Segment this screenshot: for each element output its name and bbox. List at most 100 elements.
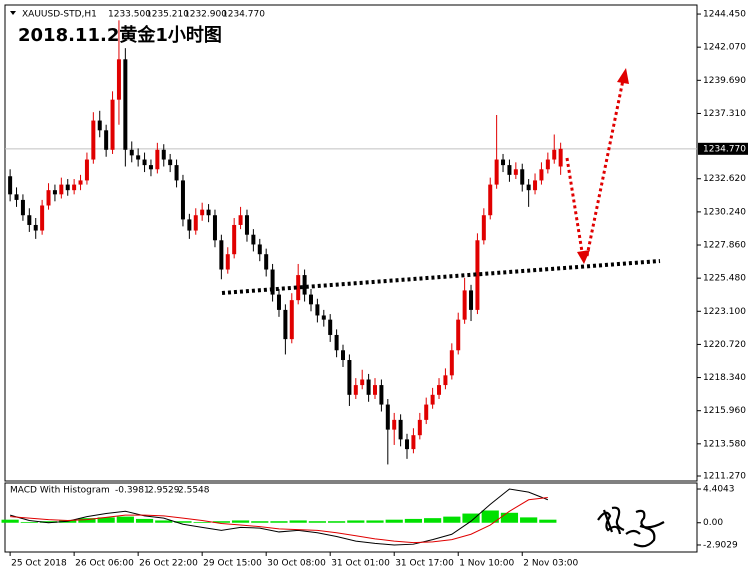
- candle-body: [129, 149, 134, 156]
- candle-body: [340, 350, 345, 361]
- macd-title: MACD With Histogram: [10, 486, 110, 496]
- projection-down: [565, 157, 585, 259]
- chart-title: 2018.11.2黄金1小时图: [18, 24, 222, 46]
- y-tick-label: 1215.960: [703, 406, 746, 416]
- y-tick-label: 1220.720: [703, 340, 746, 350]
- candle-body: [14, 194, 19, 200]
- histogram-bar: [462, 513, 480, 523]
- candle-body: [430, 394, 435, 405]
- histogram-bar: [174, 521, 192, 523]
- histogram-bar: [155, 520, 173, 523]
- candle-body: [155, 149, 160, 170]
- x-tick-label: 31 Oct 17:00: [395, 559, 454, 569]
- macd-value: 2.5548: [178, 486, 210, 496]
- ohlc-low: 1232.900: [184, 10, 227, 20]
- candle-body: [97, 120, 102, 131]
- histogram-bar: [39, 521, 58, 523]
- candle-body: [456, 319, 461, 351]
- macd-line: [9, 488, 549, 546]
- current-price-box: [698, 142, 748, 155]
- candle-body: [52, 190, 57, 195]
- histogram-bar: [97, 517, 115, 523]
- candle-body: [161, 149, 166, 160]
- candle-body: [315, 304, 320, 316]
- histogram-bar: [308, 521, 326, 523]
- candle-body: [308, 294, 313, 305]
- macd-value: 2.9529: [148, 486, 180, 496]
- symbol: XAUUSD-STD,H1: [22, 10, 97, 20]
- candle-body: [321, 315, 326, 320]
- candle-body: [533, 180, 538, 191]
- candle-body: [449, 350, 454, 376]
- histogram-bar: [116, 516, 134, 523]
- macd-frame: [4, 482, 698, 553]
- candle-body: [443, 375, 448, 386]
- x-tick-label: 2 Nov 03:00: [523, 559, 578, 569]
- histogram-bar: [212, 521, 230, 523]
- x-tick-label: 26 Oct 22:00: [139, 559, 198, 569]
- candle-body: [193, 215, 198, 231]
- candle-body: [244, 215, 249, 235]
- candle-body: [366, 379, 371, 395]
- candle-body: [232, 224, 237, 255]
- y-tick-label: 1232.620: [703, 174, 746, 184]
- candle-body: [84, 159, 89, 181]
- candle-body: [379, 385, 384, 405]
- candle-body: [283, 309, 288, 340]
- histogram-bar: [270, 521, 288, 523]
- candle-body: [302, 275, 307, 295]
- histogram-bar: [443, 516, 461, 523]
- candle-body: [20, 199, 25, 216]
- candle-body: [65, 184, 70, 191]
- candle-body: [552, 149, 557, 160]
- histogram-bar: [424, 518, 442, 523]
- x-tick-label: 26 Oct 06:00: [75, 559, 134, 569]
- candle-body: [405, 439, 410, 450]
- histogram-bar: [385, 519, 403, 523]
- candle-body: [276, 294, 281, 310]
- candle-body: [507, 165, 512, 175]
- x-tick-label: 25 Oct 2018: [11, 559, 67, 569]
- signature: [597, 506, 665, 548]
- candle-body: [526, 184, 531, 191]
- histogram-bar: [500, 512, 519, 523]
- y-tick-label: 1223.100: [703, 307, 746, 317]
- symbol-marker: [10, 11, 16, 15]
- candle-body: [488, 184, 493, 216]
- x-tick-label: 30 Oct 08:00: [267, 559, 326, 569]
- candle-body: [328, 319, 333, 335]
- ohlc-high: 1235.210: [146, 10, 189, 20]
- candle-body: [27, 215, 32, 225]
- candle-body: [46, 190, 51, 206]
- candle-body: [264, 254, 269, 270]
- y-tick-label: -2.9029: [703, 540, 738, 550]
- histogram-bar: [251, 521, 269, 523]
- candle-body: [520, 169, 525, 185]
- y-tick-label: 0.00: [703, 518, 723, 528]
- candle-body: [539, 169, 544, 181]
- candle-body: [334, 334, 339, 351]
- y-tick-label: 1239.690: [703, 76, 746, 86]
- histogram-bar: [193, 521, 211, 523]
- candle-body: [110, 99, 115, 150]
- candle-body: [296, 275, 301, 301]
- candle-body: [148, 165, 153, 170]
- candle-body: [219, 240, 224, 270]
- candle-body: [123, 59, 128, 150]
- candle-body: [136, 155, 141, 160]
- candle-body: [180, 180, 185, 220]
- candle-body: [347, 360, 352, 395]
- y-tick-label: 1211.270: [703, 471, 746, 481]
- candle-body: [411, 435, 416, 450]
- histogram-bar: [327, 521, 346, 523]
- candle-body: [78, 180, 83, 185]
- x-tick-label: 31 Oct 01:00: [331, 559, 390, 569]
- histogram-bar: [78, 518, 96, 523]
- candle-body: [475, 240, 480, 310]
- candle-body: [545, 159, 550, 170]
- histogram-bar: [404, 518, 423, 523]
- histogram-bar: [135, 518, 154, 523]
- y-tick-label: 4.4043: [703, 485, 735, 495]
